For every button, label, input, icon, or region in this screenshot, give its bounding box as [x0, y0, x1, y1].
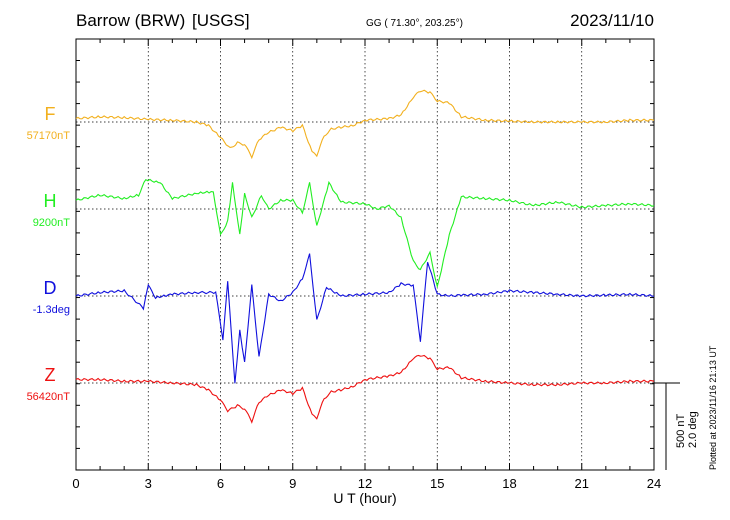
series-line-D	[75, 253, 655, 384]
baseline-value-F: 57170nT	[27, 130, 71, 142]
component-label-Z: Z	[45, 365, 56, 385]
baseline-value-D: -1.3deg	[33, 304, 70, 316]
series-line-H	[75, 178, 655, 289]
x-tick-label: 15	[430, 476, 444, 491]
grid-layer	[147, 39, 583, 470]
series-layer	[75, 89, 655, 424]
scale-bar-label-1: 500 nT	[675, 413, 687, 448]
x-axis-label: U T (hour)	[333, 490, 396, 506]
x-tick-label: 24	[647, 476, 661, 491]
baseline-value-Z: 56420nT	[27, 391, 71, 403]
x-tick-label: 12	[358, 476, 372, 491]
component-label-D: D	[44, 278, 57, 298]
station-title: Barrow (BRW)	[76, 11, 185, 30]
x-tick-label: 6	[217, 476, 224, 491]
series-line-Z	[75, 354, 655, 424]
x-tick-label: 21	[575, 476, 589, 491]
component-label-H: H	[44, 191, 57, 211]
component-label-layer: F 57170nT H 9200nT D -1.3deg Z 56420nT	[27, 104, 71, 403]
x-tick-label: 3	[145, 476, 152, 491]
x-tick-label: 9	[289, 476, 296, 491]
x-tick-label: 0	[72, 476, 79, 491]
x-tick-label: 18	[502, 476, 516, 491]
baseline-value-H: 9200nT	[33, 217, 71, 229]
date-label: 2023/11/10	[570, 11, 654, 30]
source-label: [USGS]	[192, 11, 250, 30]
scale-bar-label-2: 2.0 deg	[687, 411, 699, 448]
tick-layer: 0 3 6 9 12 15 18 21 24	[72, 39, 661, 491]
component-label-F: F	[45, 104, 56, 124]
coords-label: GG ( 71.30°, 203.25°)	[366, 18, 463, 29]
series-line-F	[75, 89, 655, 160]
plotted-timestamp: Plotted at 2023/11/16 21:13 UT	[708, 345, 718, 470]
